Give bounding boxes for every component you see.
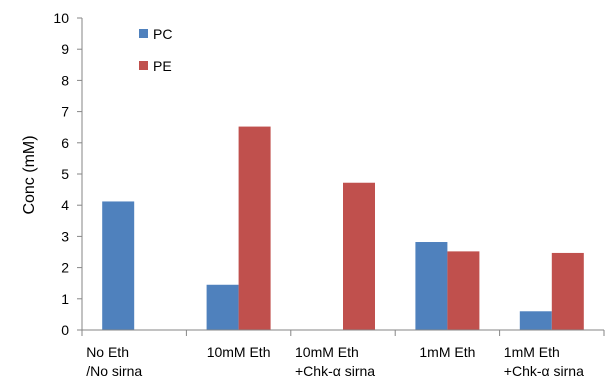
x-category-label: 10mM Eth (207, 344, 271, 360)
x-category-label: No Eth/No sirna (86, 344, 142, 379)
y-tick-label: 4 (61, 197, 69, 213)
y-tick-label: 10 (53, 10, 69, 26)
bar-pc-4 (519, 311, 552, 330)
bar-pc-0 (102, 201, 135, 330)
y-tick-label: 9 (61, 41, 69, 57)
legend-swatch-pc (139, 29, 148, 38)
y-axis: 0 1 2 3 4 5 6 7 8 9 10 (53, 10, 83, 338)
bar-pe-1 (238, 126, 271, 331)
x-category-label: 10mM Eth +Chk-α sirna (295, 344, 375, 379)
x-category-label: 1mM Eth (419, 344, 475, 360)
y-tick-label: 1 (61, 291, 69, 307)
bar-pe-3 (447, 251, 480, 330)
y-axis-label: Conc (mM) (21, 135, 38, 214)
x-axis: No Eth/No sirna 10mM Eth 10mM Eth +Chk-α si… (81, 329, 605, 379)
y-tick-label: 7 (61, 104, 69, 120)
legend: PC PE (139, 26, 172, 74)
y-tick-label: 3 (61, 228, 69, 244)
bar-pc-1 (206, 284, 239, 330)
y-tick-label: 6 (61, 135, 69, 151)
bars (102, 126, 584, 331)
y-tick-label: 5 (61, 166, 69, 182)
legend-label-pe: PE (153, 58, 172, 74)
bar-pe-4 (551, 252, 584, 330)
legend-swatch-pe (139, 61, 148, 70)
x-category-label: 1mM Eth +Chk-α sirna (504, 344, 584, 379)
y-tick-label: 8 (61, 72, 69, 88)
bar-pc-3 (415, 242, 448, 330)
bar-pe-2 (343, 182, 375, 330)
y-tick-label: 2 (61, 260, 69, 276)
y-tick-label: 0 (61, 322, 69, 338)
legend-label-pc: PC (153, 26, 172, 42)
